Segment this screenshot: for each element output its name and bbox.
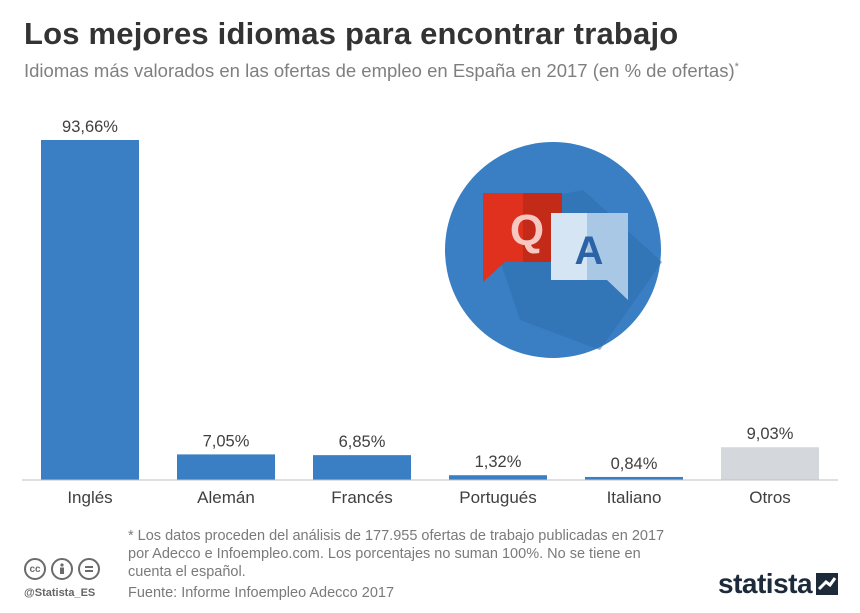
value-label-1: 7,05% <box>203 432 250 450</box>
category-label-2: Francés <box>331 488 392 507</box>
statista-logo[interactable]: statista <box>718 568 839 600</box>
license-icons: cc <box>24 558 100 580</box>
question-answer-icon: Q A <box>445 142 662 358</box>
social-handle: @Statista_ES <box>24 587 96 599</box>
chart-title: Los mejores idiomas para encontrar traba… <box>24 16 679 51</box>
category-label-1: Alemán <box>197 488 255 507</box>
bars-group: 93,66% Inglés 7,05% Alemán 6,85% Francés 1,32%… <box>41 118 819 507</box>
a-letter: A <box>575 229 604 273</box>
category-label-0: Inglés <box>67 488 112 507</box>
source-line: Fuente: Informe Infoempleo Adecco 2017 <box>128 585 395 601</box>
bar-5 <box>721 447 819 480</box>
category-label-5: Otros <box>749 488 791 507</box>
category-label-4: Italiano <box>607 488 662 507</box>
statista-logo-icon <box>816 573 839 595</box>
attribution-icon <box>51 558 73 580</box>
bar-1 <box>177 454 275 480</box>
a-bubble-fold <box>551 213 587 280</box>
statista-logo-text: statista <box>718 568 813 599</box>
bar-3 <box>449 475 547 480</box>
chart-subtitle: Idiomas más valorados en las ofertas de … <box>24 60 739 82</box>
cc-icon: cc <box>24 558 46 580</box>
footnote: * Los datos proceden del análisis de 177… <box>128 528 665 580</box>
value-label-2: 6,85% <box>339 433 386 451</box>
bar-4 <box>585 476 683 480</box>
bar-0 <box>41 140 139 480</box>
value-label-3: 1,32% <box>475 453 522 471</box>
no-derivatives-icon <box>78 558 100 580</box>
bar-2 <box>313 455 411 480</box>
value-label-0: 93,66% <box>62 118 118 136</box>
value-label-4: 0,84% <box>611 455 658 473</box>
subtitle-footnote-mark: * <box>734 60 739 73</box>
value-label-5: 9,03% <box>747 425 794 443</box>
q-letter: Q <box>510 206 544 255</box>
category-label-3: Portugués <box>459 488 537 507</box>
subtitle-text: Idiomas más valorados en las ofertas de … <box>24 60 735 81</box>
